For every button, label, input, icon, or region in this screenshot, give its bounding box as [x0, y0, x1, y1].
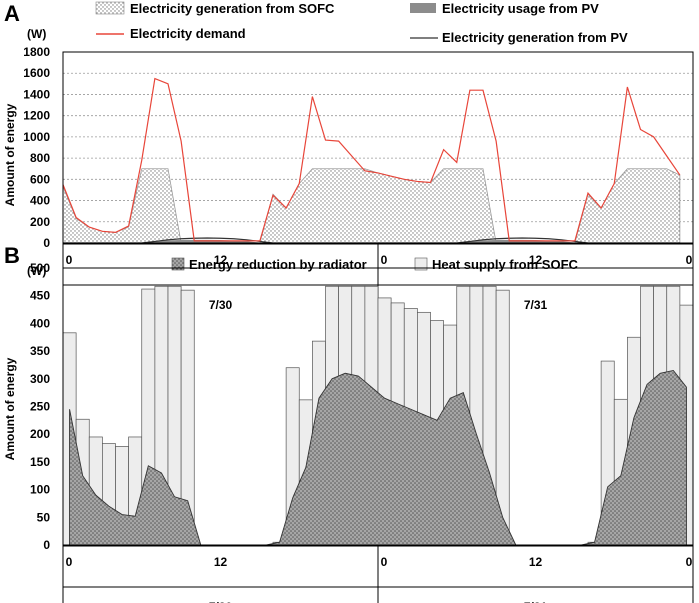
ytick-a: 1800	[23, 45, 50, 59]
ytick-b: 500	[30, 261, 50, 275]
legend-label-radiator: Energy reduction by radiator	[189, 257, 367, 272]
day-label-a: 7/31	[524, 298, 548, 312]
xtick-label-a: 0	[686, 253, 693, 267]
panel-b-xaxis: 0 12 0 12 0 7/30 7/31	[62, 545, 694, 603]
panel-b-unit: (W)	[27, 264, 46, 278]
xtick-label-b: 12	[529, 555, 543, 569]
ytick-a: 1000	[23, 130, 50, 144]
panel-a-ytick-labels: 0 200 400 600 800 1000 1200 1400 1600 1800	[23, 45, 50, 250]
panel-a-unit: (W)	[27, 27, 46, 41]
ytick-b: 0	[43, 538, 50, 552]
ytick-a: 1600	[23, 66, 50, 80]
legend-label-demand: Electricity demand	[130, 26, 246, 41]
xtick-label-a: 12	[214, 253, 228, 267]
ytick-a: 600	[30, 172, 50, 186]
ytick-a: 1400	[23, 87, 50, 101]
panel-b-letter: B	[4, 243, 20, 268]
legend-label-pv-gen: Electricity generation from PV	[442, 30, 628, 45]
panel-a-legend: Electricity generation from SOFC Electri…	[95, 1, 628, 45]
legend-swatch-radiator	[171, 257, 185, 271]
xtick-label-b: 0	[686, 555, 693, 569]
radiator-reduction-area	[69, 369, 687, 546]
panel-b-ytick-labels: 0 50 100 150 200 250 300 350 400 450 500	[30, 261, 50, 552]
day-label-b: 7/30	[209, 600, 233, 603]
panel-a-letter: A	[4, 1, 20, 26]
panel-a-series	[62, 77, 681, 244]
panel-b-series	[62, 285, 694, 546]
xtick-label-b: 12	[214, 555, 228, 569]
ytick-b: 200	[30, 427, 50, 441]
xtick-label-a: 0	[66, 253, 73, 267]
ytick-a: 800	[30, 151, 50, 165]
xtick-label-a: 12	[529, 253, 543, 267]
ytick-b: 100	[30, 483, 50, 497]
ytick-b: 400	[30, 316, 50, 330]
legend-swatch-sofc	[95, 1, 125, 15]
ytick-b: 350	[30, 344, 50, 358]
panel-b-legend: Energy reduction by radiator Heat supply…	[171, 257, 579, 272]
ytick-a: 400	[30, 194, 50, 208]
legend-label-sofc: Electricity generation from SOFC	[130, 1, 335, 16]
ytick-b: 50	[37, 510, 51, 524]
legend-label-pv-usage: Electricity usage from PV	[442, 1, 599, 16]
xtick-label-b: 0	[66, 555, 73, 569]
ytick-b: 300	[30, 372, 50, 386]
electricity-demand-line	[62, 77, 681, 242]
legend-swatch-pv-usage	[410, 3, 436, 13]
xtick-label-a: 0	[381, 253, 388, 267]
panel-a-xaxis: 0 12 0 12 0 7/30 7/31	[62, 243, 694, 328]
day-label-a: 7/30	[209, 298, 233, 312]
legend-label-heat-sofc: Heat supply from SOFC	[432, 257, 579, 272]
panel-a-ylabel: Amount of energy	[3, 103, 17, 206]
day-label-b: 7/31	[524, 600, 548, 603]
panel-b-ylabel: Amount of energy	[3, 357, 17, 460]
sofc-generation-area	[62, 168, 681, 244]
xtick-label-b: 0	[381, 555, 388, 569]
ytick-a: 200	[30, 215, 50, 229]
ytick-b: 450	[30, 289, 50, 303]
ytick-a: 1200	[23, 109, 50, 123]
ytick-a: 0	[43, 236, 50, 250]
legend-swatch-heat-sofc	[414, 257, 428, 271]
ytick-b: 150	[30, 455, 50, 469]
ytick-b: 250	[30, 400, 50, 414]
